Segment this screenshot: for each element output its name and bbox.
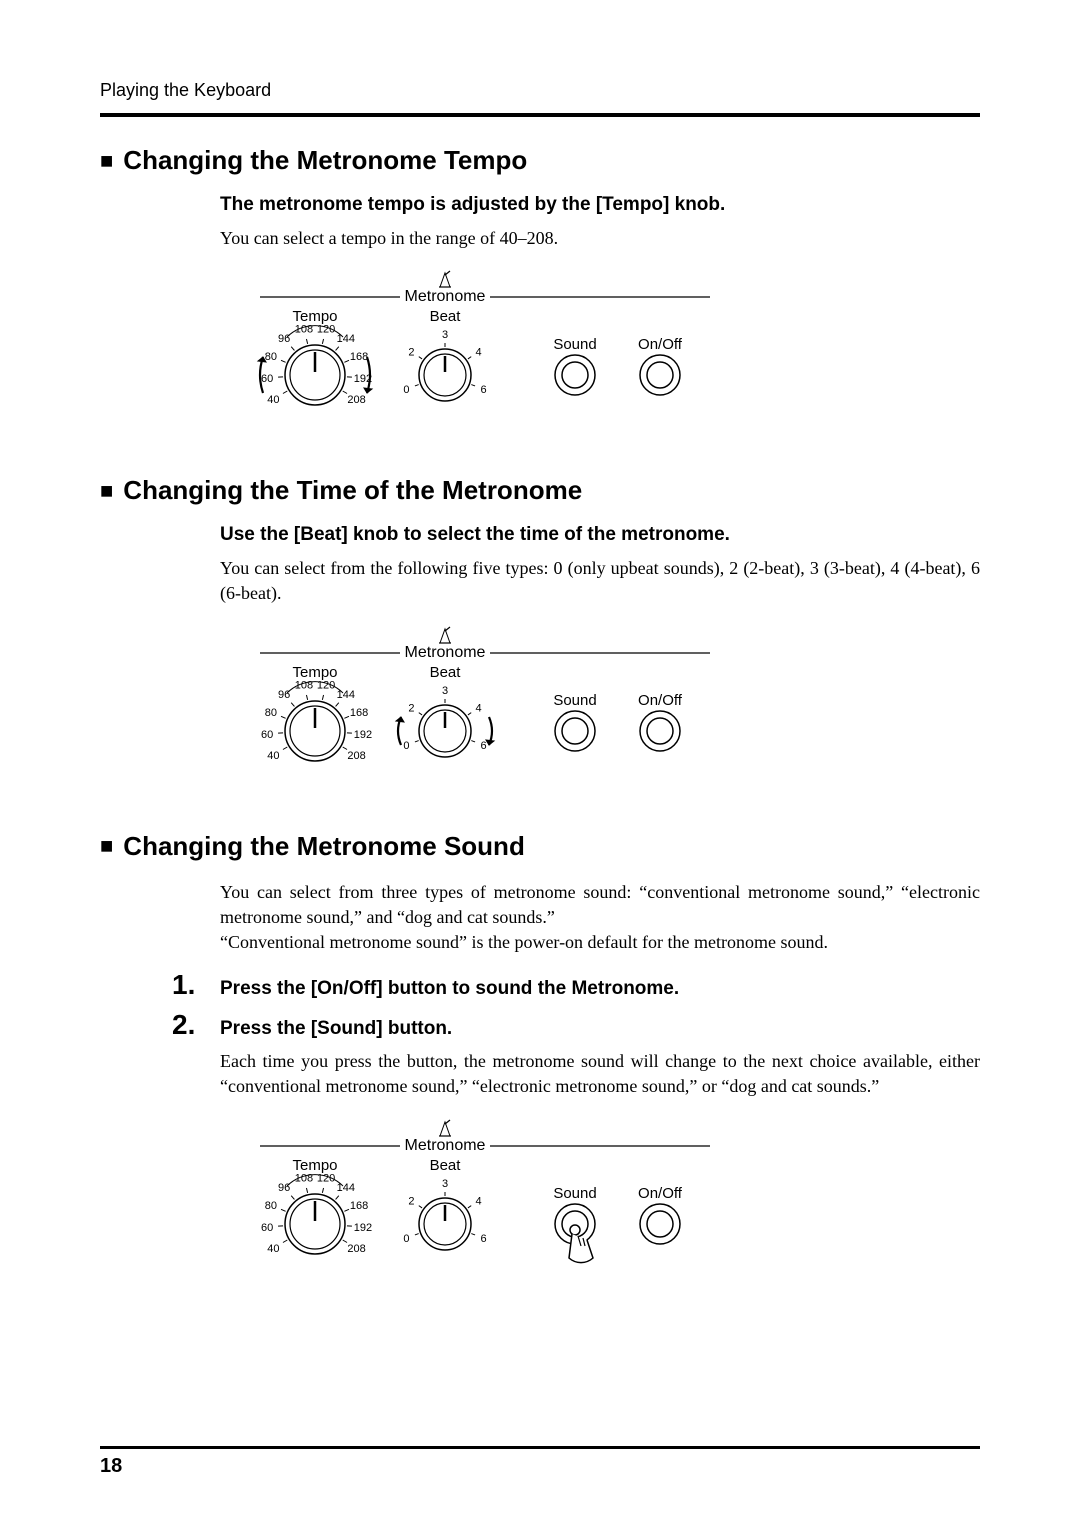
svg-text:4: 4 [476, 347, 482, 359]
svg-text:2: 2 [408, 1195, 414, 1207]
svg-text:Metronome: Metronome [405, 1137, 486, 1154]
diagram-1: MetronomeTempoBeatSoundOn/Off40608096108… [220, 265, 980, 445]
svg-text:2: 2 [408, 347, 414, 359]
step-1: 1. Press the [On/Off] button to sound th… [172, 969, 980, 1001]
svg-text:Beat: Beat [430, 664, 462, 681]
section-1-heading: Changing the Metronome Tempo [100, 145, 980, 176]
svg-text:144: 144 [337, 1182, 355, 1194]
svg-text:On/Off: On/Off [638, 336, 683, 353]
svg-text:Sound: Sound [553, 1185, 596, 1202]
svg-text:Beat: Beat [430, 1157, 462, 1174]
svg-text:40: 40 [267, 1243, 279, 1255]
diagram-2: MetronomeTempoBeatSoundOn/Off40608096108… [220, 621, 980, 801]
svg-text:4: 4 [476, 1195, 482, 1207]
svg-text:144: 144 [337, 689, 355, 701]
section-2-body: You can select from the following five t… [220, 556, 980, 606]
section-1-sub: The metronome tempo is adjusted by the [… [220, 194, 980, 216]
svg-text:3: 3 [442, 685, 448, 697]
section-2-heading: Changing the Time of the Metronome [100, 475, 980, 506]
svg-text:60: 60 [261, 1221, 273, 1233]
svg-text:80: 80 [265, 351, 277, 363]
svg-text:208: 208 [347, 1243, 365, 1255]
svg-text:80: 80 [265, 1199, 277, 1211]
section-1-body: You can select a tempo in the range of 4… [220, 226, 980, 251]
page-number: 18 [100, 1455, 980, 1478]
svg-text:0: 0 [403, 384, 409, 396]
diagram-3: MetronomeTempoBeatSoundOn/Off40608096108… [220, 1114, 980, 1294]
page-footer: 18 [100, 1446, 980, 1478]
svg-text:144: 144 [337, 333, 355, 345]
section-3-intro: You can select from three types of metro… [220, 880, 980, 956]
svg-text:192: 192 [354, 1221, 372, 1233]
svg-text:192: 192 [354, 728, 372, 740]
svg-text:On/Off: On/Off [638, 692, 683, 709]
svg-text:0: 0 [403, 1233, 409, 1245]
svg-text:168: 168 [350, 707, 368, 719]
svg-text:40: 40 [267, 394, 279, 406]
svg-text:40: 40 [267, 750, 279, 762]
footer-rule [100, 1446, 980, 1449]
svg-text:168: 168 [350, 1199, 368, 1211]
svg-text:208: 208 [347, 394, 365, 406]
svg-text:4: 4 [476, 702, 482, 714]
svg-text:208: 208 [347, 750, 365, 762]
svg-text:0: 0 [403, 740, 409, 752]
step-1-text: Press the [On/Off] button to sound the M… [220, 978, 679, 1000]
step-2: 2. Press the [Sound] button. [172, 1009, 980, 1041]
svg-text:2: 2 [408, 702, 414, 714]
svg-text:Beat: Beat [430, 308, 462, 325]
svg-text:3: 3 [442, 1178, 448, 1190]
svg-text:Metronome: Metronome [405, 644, 486, 661]
svg-text:6: 6 [480, 384, 486, 396]
step-2-num: 2. [172, 1009, 202, 1041]
svg-text:Sound: Sound [553, 336, 596, 353]
svg-text:60: 60 [261, 728, 273, 740]
svg-text:Sound: Sound [553, 692, 596, 709]
step-1-num: 1. [172, 969, 202, 1001]
svg-text:Metronome: Metronome [405, 288, 486, 305]
svg-text:On/Off: On/Off [638, 1185, 683, 1202]
svg-text:168: 168 [350, 351, 368, 363]
svg-text:6: 6 [480, 740, 486, 752]
svg-text:3: 3 [442, 329, 448, 341]
svg-text:6: 6 [480, 1233, 486, 1245]
section-3-heading: Changing the Metronome Sound [100, 831, 980, 862]
section-3-step-body: Each time you press the button, the metr… [220, 1049, 980, 1099]
svg-text:80: 80 [265, 707, 277, 719]
running-header: Playing the Keyboard [100, 80, 980, 101]
section-2-sub: Use the [Beat] knob to select the time o… [220, 524, 980, 546]
header-rule [100, 113, 980, 117]
step-2-text: Press the [Sound] button. [220, 1018, 452, 1040]
svg-text:60: 60 [261, 373, 273, 385]
